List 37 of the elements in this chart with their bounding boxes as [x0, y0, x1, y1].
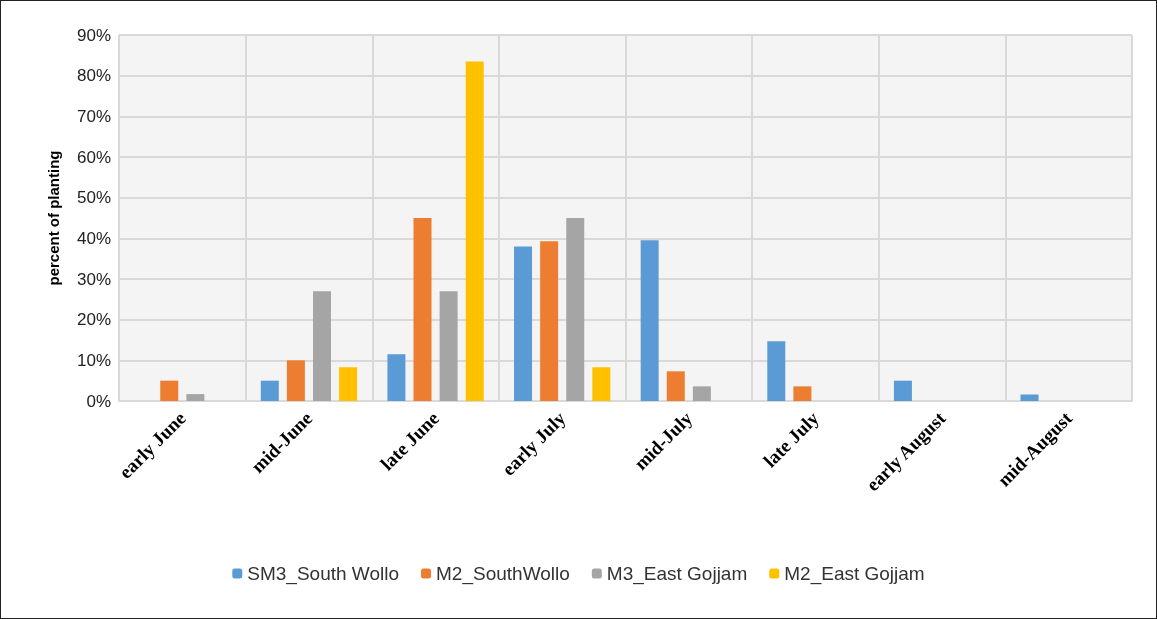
- bar: [592, 367, 611, 401]
- y-axis-title: percent of planting: [45, 150, 62, 286]
- legend-label: M2_East Gojjam: [784, 563, 925, 585]
- y-tick-label: 50%: [76, 188, 111, 208]
- y-tick-label: 80%: [76, 66, 111, 86]
- bar: [767, 341, 786, 401]
- y-tick-label: 0%: [86, 391, 111, 411]
- bar: [540, 241, 559, 401]
- y-tick-label: 70%: [76, 106, 111, 126]
- bar: [339, 367, 358, 401]
- bar: [666, 371, 685, 401]
- bar: [312, 291, 331, 401]
- bar: [439, 291, 458, 401]
- legend-label: SM3_South Wollo: [247, 563, 400, 585]
- bar: [1020, 394, 1039, 401]
- y-tick-label: 30%: [76, 269, 111, 289]
- bar: [893, 380, 912, 401]
- y-tick-label: 60%: [76, 147, 111, 167]
- bar: [692, 386, 711, 401]
- bar: [387, 354, 406, 401]
- bar: [186, 394, 205, 401]
- bar: [793, 386, 812, 401]
- bar: [413, 218, 432, 401]
- y-tick-label: 10%: [76, 350, 111, 370]
- legend-label: M2_SouthWollo: [436, 563, 570, 585]
- y-tick-label: 90%: [76, 25, 111, 45]
- bar: [260, 380, 279, 401]
- bar: [566, 218, 585, 401]
- y-tick-label: 40%: [76, 228, 111, 248]
- legend-label: M3_East Gojjam: [606, 563, 748, 585]
- bar: [514, 246, 533, 401]
- y-tick-label: 20%: [76, 310, 111, 330]
- bar: [465, 61, 484, 401]
- bar: [160, 380, 179, 401]
- bar: [286, 360, 305, 401]
- bar: [640, 240, 659, 401]
- x-tick-label: late July: [759, 407, 824, 472]
